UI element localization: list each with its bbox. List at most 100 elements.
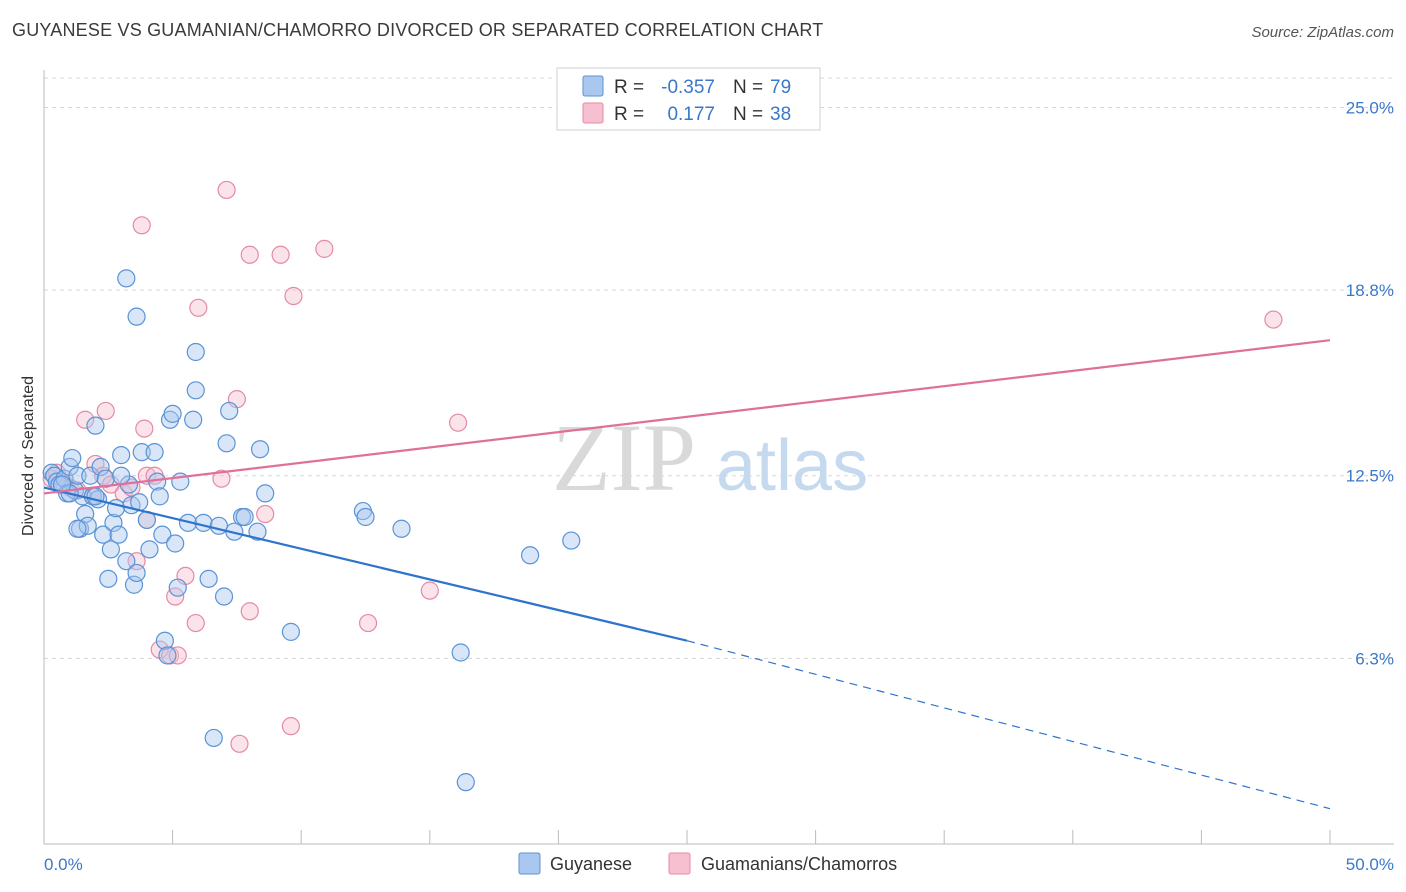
axes xyxy=(43,70,1394,845)
guyanese-point xyxy=(204,728,223,748)
guyanese-point xyxy=(214,587,234,606)
legend-swatch-guamanian xyxy=(582,102,604,124)
guamanian-point xyxy=(1264,310,1283,329)
guyanese-point xyxy=(140,540,159,559)
guyanese-point xyxy=(250,440,270,459)
guyanese-point xyxy=(184,410,203,429)
guyanese-point xyxy=(256,484,275,503)
guamanian-trend-line xyxy=(43,339,1331,495)
guamanian-point xyxy=(240,602,259,621)
guyanese-point xyxy=(217,434,236,453)
bottom-legend: Guyanese Guamanians/Chamorros xyxy=(518,852,897,875)
legend-n-label-1: N = xyxy=(733,77,763,98)
guamanian-point xyxy=(76,410,95,429)
guyanese-point xyxy=(63,448,82,468)
guyanese-point xyxy=(199,569,218,588)
guyanese-point xyxy=(163,404,182,423)
guyanese-point xyxy=(248,522,267,541)
y-tick-label: 12.5% xyxy=(1346,467,1394,486)
guyanese-point xyxy=(112,446,131,465)
legend-r-label-2: R = xyxy=(614,104,644,125)
guyanese-point xyxy=(96,469,115,488)
guamanian-point xyxy=(271,245,290,264)
bottom-legend-swatch-guyanese xyxy=(518,852,541,875)
guyanese-point xyxy=(127,307,146,326)
guyanese-point xyxy=(117,269,136,288)
guyanese-trend-extension xyxy=(686,640,1331,810)
guyanese-point xyxy=(78,516,97,535)
trend-lines xyxy=(43,339,1331,810)
guyanese-point xyxy=(153,525,172,544)
y-tick-labels: 6.3% 12.5% 18.8% 25.0% xyxy=(1346,98,1394,668)
guamanian-point xyxy=(240,245,259,264)
guyanese-point xyxy=(168,578,187,597)
watermark-zip: ZIP xyxy=(552,404,696,511)
x-tick-marks xyxy=(43,830,1331,844)
grid-lines xyxy=(44,77,1394,659)
bottom-legend-swatch-guamanian xyxy=(668,852,691,875)
legend-n-value-1: 79 xyxy=(770,77,791,98)
guyanese-point xyxy=(76,504,95,524)
guyanese-point xyxy=(109,525,128,544)
legend-r-value-1: -0.357 xyxy=(661,77,715,98)
guyanese-point xyxy=(235,507,254,527)
guamanian-point xyxy=(281,717,301,736)
guyanese-point xyxy=(562,531,581,550)
legend-r-value-2: 0.177 xyxy=(667,104,715,125)
watermark: ZIP atlas xyxy=(552,404,868,511)
guyanese-point xyxy=(117,552,136,571)
guamanian-point xyxy=(284,286,303,306)
legend-r-label-1: R = xyxy=(614,77,644,98)
guamanian-point xyxy=(212,469,231,488)
guyanese-point xyxy=(124,575,144,594)
y-tick-label: 6.3% xyxy=(1355,649,1394,668)
guamanian-point xyxy=(186,613,205,633)
guyanese-point xyxy=(166,534,185,553)
y-tick-label: 25.0% xyxy=(1346,98,1394,117)
guamanian-point xyxy=(256,504,275,524)
legend-n-label-2: N = xyxy=(733,104,763,125)
guyanese-point xyxy=(132,443,151,462)
guamanian-point xyxy=(132,216,151,235)
guyanese-point xyxy=(155,631,174,650)
legend-swatch-guyanese xyxy=(582,75,604,97)
x-tick-label-min: 0.0% xyxy=(44,855,83,874)
guyanese-point xyxy=(521,546,540,565)
guyanese-point xyxy=(209,516,228,535)
guyanese-point xyxy=(392,519,411,538)
guyanese-point xyxy=(68,466,87,485)
bottom-legend-label-guyanese: Guyanese xyxy=(550,854,632,874)
legend-box: R = -0.357 N = 79 R = 0.177 N = 38 xyxy=(556,67,821,131)
y-tick-label: 18.8% xyxy=(1346,281,1394,300)
guamanian-point xyxy=(96,401,115,421)
guyanese-point xyxy=(281,622,301,641)
guamanian-point xyxy=(420,581,439,600)
guyanese-point xyxy=(127,563,146,583)
x-tick-label-max: 50.0% xyxy=(1346,855,1394,874)
guyanese-trend-line xyxy=(43,486,688,642)
guyanese-point xyxy=(220,401,239,421)
guamanian-point xyxy=(189,298,208,317)
guyanese-point xyxy=(91,457,110,476)
guyanese-point xyxy=(145,443,164,462)
guyanese-point xyxy=(186,342,205,362)
guyanese-points xyxy=(42,269,581,792)
guamanian-point xyxy=(358,613,378,633)
legend-n-value-2: 38 xyxy=(770,104,791,125)
guyanese-point xyxy=(456,773,475,792)
guyanese-point xyxy=(94,525,113,544)
guyanese-point xyxy=(101,540,120,559)
guyanese-point xyxy=(99,569,118,588)
guyanese-point xyxy=(86,416,105,435)
source-label: Source: ZipAtlas.com xyxy=(1251,24,1394,41)
guyanese-point xyxy=(104,513,123,532)
guamanian-point xyxy=(448,413,468,432)
watermark-atlas: atlas xyxy=(716,426,868,506)
guyanese-point xyxy=(356,507,375,527)
guyanese-point xyxy=(52,475,72,494)
guyanese-point xyxy=(451,643,470,662)
guamanian-point xyxy=(168,646,187,665)
bottom-legend-label-guamanian: Guamanians/Chamorros xyxy=(701,854,897,874)
guamanian-point xyxy=(135,419,154,438)
